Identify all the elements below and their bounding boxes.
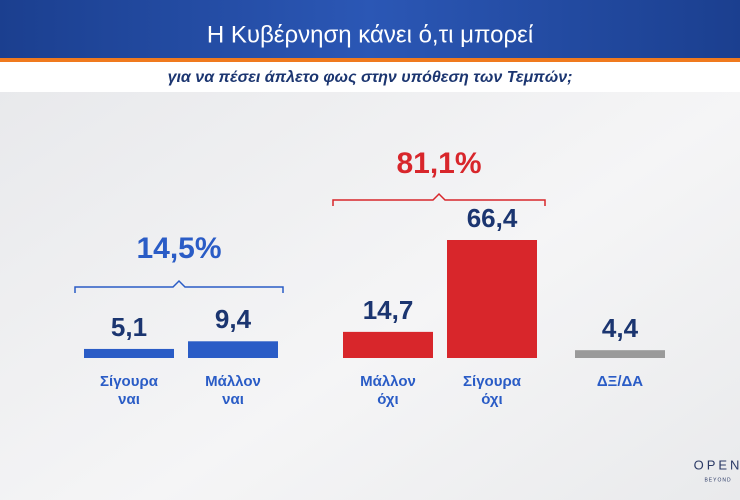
value-label: 9,4 xyxy=(215,304,252,334)
logo: OPEN xyxy=(694,457,740,472)
category-label: Μάλλον όχι xyxy=(360,373,416,408)
value-label: 4,4 xyxy=(602,313,639,343)
value-label: 66,4 xyxy=(467,203,518,233)
group-total: 14,5% xyxy=(136,232,221,265)
logo-tagline: BEYOND xyxy=(704,477,731,483)
value-label: 14,7 xyxy=(363,295,414,325)
category-label: Σίγουρα όχι xyxy=(463,373,522,408)
chart-title: Η Κυβέρνηση κάνει ό,τι μπορεί xyxy=(207,21,534,48)
category-label: ΔΞ/ΔΑ xyxy=(597,373,643,390)
header-band xyxy=(0,0,740,58)
chart-subtitle: για να πέσει άπλετο φως στην υπόθεση των… xyxy=(168,69,573,86)
category-label: Μάλλον ναι xyxy=(205,373,261,408)
group-bracket xyxy=(74,279,284,293)
bar xyxy=(575,350,665,358)
category-label: Σίγουρα ναι xyxy=(100,373,159,408)
group-bracket xyxy=(332,192,546,206)
group-total: 81,1% xyxy=(396,147,481,180)
bar xyxy=(188,341,278,358)
bar xyxy=(447,240,537,358)
value-label: 5,1 xyxy=(111,312,147,342)
header-stripe xyxy=(0,58,740,62)
bar xyxy=(343,331,433,358)
bar xyxy=(84,348,174,358)
subtitle-band xyxy=(0,62,740,92)
